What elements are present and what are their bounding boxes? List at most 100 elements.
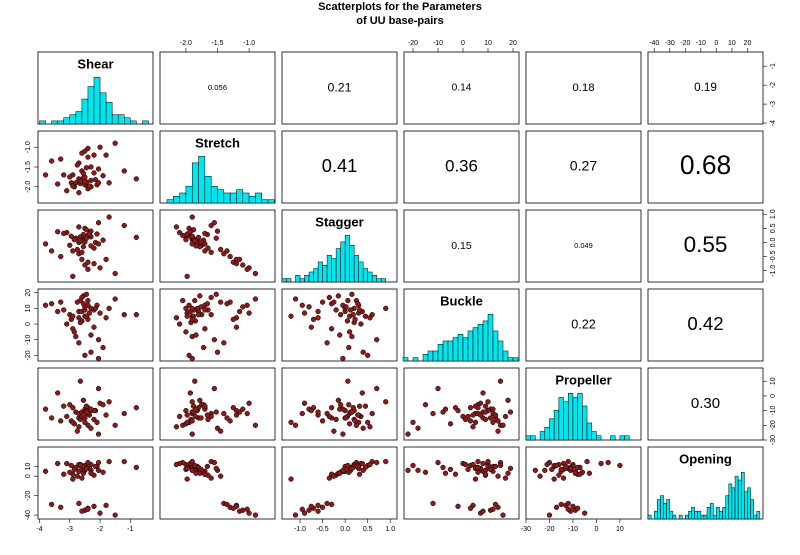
point bbox=[100, 469, 106, 475]
hist-bar bbox=[371, 275, 377, 283]
point bbox=[88, 332, 94, 338]
point bbox=[430, 500, 436, 507]
chart-title: Scatterplots for the Parameters bbox=[318, 1, 482, 13]
hist-bar bbox=[477, 323, 484, 362]
y-tick-label: -1.5 bbox=[25, 161, 32, 173]
point bbox=[189, 418, 195, 424]
point bbox=[480, 460, 486, 467]
y-tick-label: -20 bbox=[770, 420, 777, 430]
hist-bar bbox=[422, 354, 429, 362]
variable-name: Stagger bbox=[315, 214, 363, 229]
point bbox=[88, 425, 94, 431]
point bbox=[83, 227, 90, 233]
point bbox=[505, 470, 511, 476]
point bbox=[343, 304, 349, 310]
hist-bar bbox=[173, 196, 180, 204]
y-tick-label: -10 bbox=[25, 335, 32, 345]
y-tick-label: 20 bbox=[25, 289, 32, 297]
point bbox=[470, 424, 476, 430]
point bbox=[301, 510, 308, 516]
point bbox=[497, 462, 504, 469]
panel bbox=[159, 209, 276, 283]
hist-bar bbox=[261, 199, 269, 204]
point bbox=[213, 409, 219, 415]
hist-bar bbox=[63, 117, 71, 125]
point bbox=[106, 305, 112, 312]
y-tick-label: 10 bbox=[25, 304, 32, 312]
point bbox=[315, 502, 321, 509]
point bbox=[490, 406, 496, 412]
point bbox=[422, 402, 429, 408]
point bbox=[565, 458, 571, 465]
point bbox=[472, 476, 479, 482]
point bbox=[360, 425, 366, 431]
point bbox=[58, 253, 64, 260]
point bbox=[95, 459, 102, 466]
hist-bar bbox=[380, 278, 386, 283]
point bbox=[462, 461, 469, 468]
hist-bar bbox=[709, 503, 714, 520]
x-tick-label: 20 bbox=[744, 40, 752, 47]
point bbox=[480, 390, 486, 396]
hist-bar bbox=[81, 98, 89, 125]
point bbox=[337, 406, 343, 412]
point bbox=[574, 464, 581, 471]
hist-bar bbox=[728, 483, 733, 520]
point bbox=[70, 273, 76, 280]
point bbox=[319, 418, 326, 424]
y-tick-label: 0.5 bbox=[770, 223, 777, 233]
point bbox=[42, 172, 49, 178]
point bbox=[218, 473, 224, 479]
point bbox=[551, 476, 557, 482]
correlation: 0.42 bbox=[687, 313, 723, 334]
hist-bar bbox=[191, 162, 199, 204]
hist-bar bbox=[697, 510, 702, 520]
hist-bar bbox=[747, 487, 751, 520]
point bbox=[462, 416, 469, 423]
point bbox=[91, 416, 97, 423]
x-tick-label: -2.0 bbox=[180, 40, 192, 47]
point bbox=[475, 458, 481, 465]
point bbox=[244, 506, 250, 512]
point bbox=[292, 296, 299, 302]
point bbox=[356, 307, 363, 313]
hist-bar bbox=[308, 271, 314, 283]
point bbox=[475, 464, 481, 471]
point bbox=[546, 512, 553, 518]
point bbox=[352, 316, 358, 323]
point bbox=[58, 156, 64, 162]
point bbox=[565, 506, 571, 512]
point bbox=[176, 413, 183, 420]
point bbox=[233, 260, 240, 267]
hist-bar bbox=[549, 418, 555, 441]
point bbox=[92, 463, 99, 470]
point bbox=[465, 466, 471, 473]
point bbox=[173, 224, 180, 230]
point bbox=[246, 310, 252, 316]
point bbox=[345, 462, 351, 469]
hist-bar bbox=[669, 510, 674, 520]
panel bbox=[525, 51, 642, 125]
point bbox=[58, 418, 64, 424]
point bbox=[240, 262, 246, 268]
point bbox=[64, 188, 70, 194]
point bbox=[224, 301, 230, 307]
point bbox=[94, 231, 100, 237]
point bbox=[76, 424, 82, 430]
panel bbox=[281, 130, 398, 204]
panel bbox=[281, 51, 398, 125]
hist-bar bbox=[349, 244, 355, 283]
y-tick-label: -20 bbox=[25, 350, 32, 360]
point bbox=[83, 235, 90, 241]
point bbox=[97, 310, 103, 316]
point bbox=[367, 424, 373, 430]
point bbox=[197, 397, 203, 403]
point bbox=[430, 410, 436, 417]
point bbox=[369, 410, 375, 417]
point bbox=[74, 162, 80, 168]
point bbox=[360, 349, 366, 355]
point bbox=[333, 307, 339, 313]
point bbox=[374, 459, 380, 466]
point bbox=[353, 422, 360, 428]
point bbox=[308, 503, 314, 510]
